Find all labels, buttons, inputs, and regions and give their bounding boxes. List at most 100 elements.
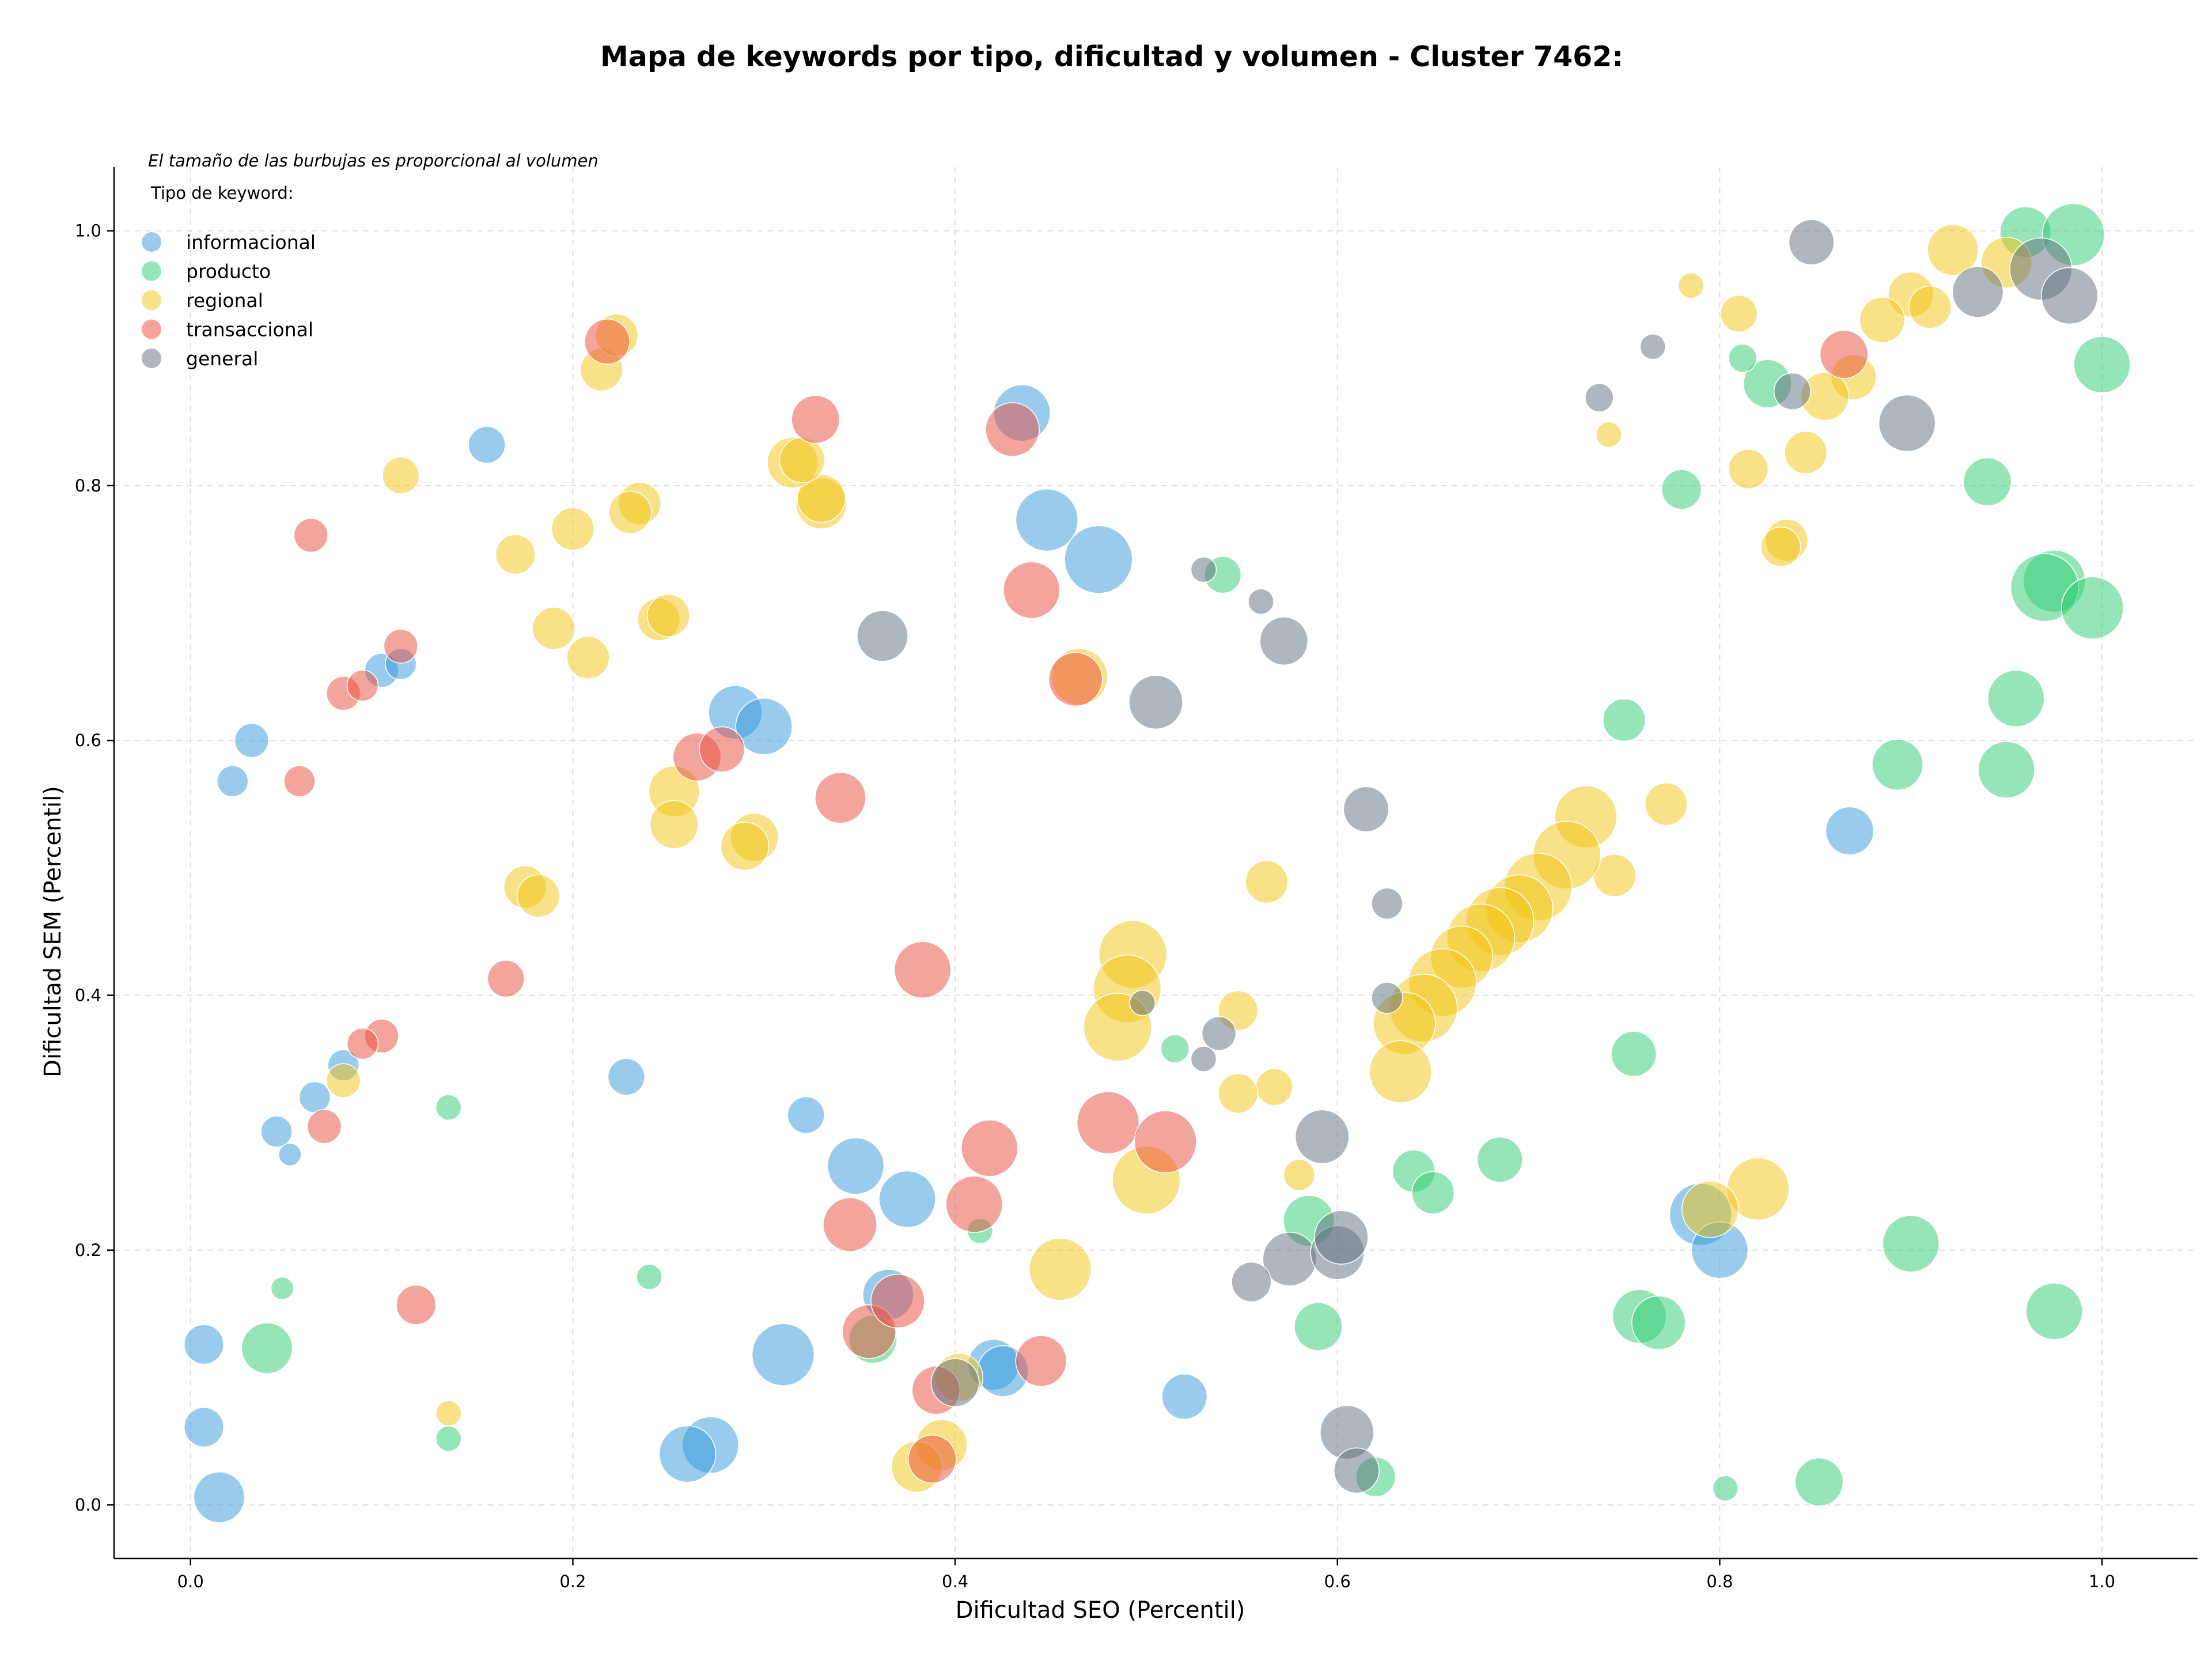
bubble-general-18	[1190, 1046, 1217, 1072]
bubble-producto-20	[1882, 1215, 1940, 1273]
bubble-general-2	[2040, 267, 2099, 325]
bubble-transaccional-21	[1134, 1110, 1197, 1174]
bubble-regional-48	[495, 534, 536, 575]
bubble-informacional-17	[878, 1170, 936, 1228]
bubble-informacional-6	[234, 723, 270, 758]
legend-label-transaccional: transaccional	[186, 319, 313, 341]
bubble-informacional-28	[1825, 806, 1874, 856]
bubble-informacional-12	[260, 1115, 293, 1148]
bubble-regional-57	[779, 437, 825, 483]
legend-marker-regional	[142, 290, 161, 310]
bubble-transaccional-3	[1003, 561, 1060, 619]
bubble-regional-30	[1218, 1073, 1259, 1114]
bubble-size-note: El tamaño de las burbujas es proporciona…	[148, 151, 599, 171]
bubble-transaccional-5	[293, 517, 328, 553]
bubble-producto-28	[1160, 1034, 1190, 1064]
bubble-transaccional-29	[1819, 330, 1869, 379]
bubble-informacional-26	[183, 1407, 225, 1448]
bubble-general-22	[1314, 1210, 1369, 1265]
bubble-transaccional-1	[791, 395, 840, 444]
bubble-regional-31	[1283, 1159, 1316, 1191]
legend-marker-general	[142, 349, 161, 368]
bubble-general-3	[1952, 266, 2004, 318]
bubble-informacional-21	[658, 1425, 717, 1483]
bubble-regional-4	[1908, 285, 1952, 329]
bubble-general-6	[1585, 383, 1614, 413]
series-general	[857, 219, 2099, 1494]
bubble-general-5	[1773, 372, 1812, 410]
bubble-informacional-11	[298, 1081, 331, 1114]
bubble-informacional-19	[751, 1323, 815, 1386]
bubble-general-19	[1294, 1109, 1350, 1164]
bubble-transaccional-9	[283, 765, 316, 797]
bubble-producto-21	[2025, 1282, 2083, 1340]
x-tick-label-2: 0.4	[942, 1572, 968, 1591]
bubble-producto-14	[1611, 1031, 1657, 1077]
bubble-regional-38	[1028, 1238, 1092, 1301]
y-axis-label: Dificultad SEM (Percentil)	[40, 786, 66, 1077]
grid-lines	[114, 167, 2198, 1558]
bubble-producto-6	[1963, 457, 2012, 506]
bubble-general-4	[1639, 334, 1666, 360]
x-tick-label-1: 0.2	[559, 1572, 586, 1591]
bubble-regional-49	[382, 456, 420, 494]
bubble-regional-63	[517, 874, 560, 918]
bubble-informacional-13	[278, 1142, 302, 1167]
bubble-regional-50	[532, 607, 575, 650]
bubble-producto-32	[435, 1094, 462, 1121]
bubble-general-23	[1231, 1262, 1272, 1303]
bubble-regional-64	[326, 1063, 361, 1098]
y-tick-label-3: 0.6	[75, 731, 101, 750]
legend-label-informacional: informacional	[186, 231, 316, 253]
legend-marker-transaccional	[142, 319, 161, 339]
bubble-transaccional-25	[870, 1273, 925, 1329]
bubble-transaccional-17	[396, 1284, 437, 1325]
bubble-regional-27	[1245, 860, 1289, 904]
bubble-informacional-5	[468, 426, 506, 464]
legend-item-transaccional: transaccional	[142, 319, 313, 341]
bubble-general-17	[1201, 1016, 1237, 1051]
bubble-transaccional-13	[487, 960, 525, 998]
bubble-informacional-16	[827, 1137, 885, 1195]
bubble-producto-19	[1294, 1302, 1343, 1351]
bubble-producto-33	[270, 1276, 294, 1300]
bubble-producto-9	[2061, 576, 2124, 640]
bubble-transaccional-2	[985, 402, 1040, 457]
bubble-transaccional-11	[699, 726, 745, 773]
bubble-producto-12	[1872, 739, 1923, 791]
series-producto	[241, 203, 2131, 1507]
bubble-general-0	[1788, 219, 1835, 266]
bubble-producto-25	[1794, 1457, 1844, 1507]
bubble-producto-5	[1661, 469, 1702, 510]
bubble-regional-61	[720, 822, 770, 871]
bubble-regional-8	[1728, 449, 1769, 490]
legend-title: Tipo de keyword:	[150, 183, 294, 203]
bubble-transaccional-26	[1015, 1335, 1067, 1387]
bubble-general-25	[1333, 1447, 1380, 1494]
bubble-general-16	[1129, 989, 1156, 1016]
bubble-regional-11	[1596, 421, 1622, 448]
bubble-regional-13	[1760, 526, 1801, 567]
bubble-regional-51	[566, 635, 610, 679]
chart-title: Mapa de keywords por tipo, dificultad y …	[600, 40, 1623, 73]
y-tick-label-1: 0.2	[75, 1240, 101, 1260]
bubble-producto-31	[636, 1263, 662, 1291]
bubble-informacional-7	[217, 765, 249, 797]
bubble-informacional-2	[1064, 525, 1133, 594]
bubble-producto-26	[1712, 1475, 1739, 1502]
bubble-transaccional-15	[346, 1027, 379, 1060]
bubble-regional-53	[646, 593, 690, 637]
y-tick-label-5: 1.0	[75, 221, 101, 241]
legend-label-regional: regional	[186, 289, 263, 312]
bubble-producto-23	[1631, 1295, 1686, 1350]
x-axis-label: Dificultad SEO (Percentil)	[956, 1597, 1245, 1624]
bubble-informacional-27	[193, 1471, 245, 1523]
y-tick-label-0: 0.0	[75, 1495, 101, 1515]
legend-marker-producto	[142, 261, 161, 281]
bubble-regional-10	[1677, 272, 1705, 299]
bubble-layer	[183, 203, 2131, 1523]
bubble-transaccional-22	[945, 1175, 1003, 1233]
bubble-transaccional-19	[961, 1119, 1018, 1177]
series-transaccional	[283, 319, 1869, 1484]
bubble-general-12	[1248, 588, 1274, 615]
